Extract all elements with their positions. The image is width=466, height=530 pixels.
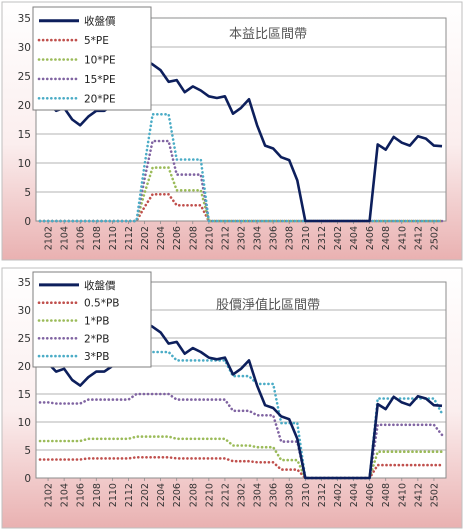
y-tick-label: 0 [24, 216, 31, 228]
legend-label: 3*PB [84, 351, 109, 363]
x-tick-label: 2412 [413, 483, 424, 507]
x-tick-label: 2502 [429, 483, 440, 507]
x-tick-label: 2306 [269, 483, 280, 507]
y-tick-label: 10 [18, 417, 31, 429]
x-tick-label: 2402 [333, 226, 344, 250]
legend-label: 收盤價 [84, 15, 116, 28]
legend-label: 15*PE [84, 74, 116, 86]
x-tick-label: 2312 [317, 226, 328, 250]
x-tick-label: 2410 [397, 226, 408, 250]
x-tick-label: 2208 [188, 226, 199, 250]
chart-panel-1: 0 5 10 15 20 25 30 35 2102 2104 2106 2108 2110 2112 22… [1, 1, 463, 261]
chart-panel-2: 0 5 10 15 20 25 30 35 2102 2104 2106 2108 2110 2112 22… [1, 267, 463, 529]
x-tick-label: 2102 [44, 226, 55, 250]
y-tick-label: 0 [24, 473, 31, 485]
x-tick-label: 2102 [44, 483, 55, 507]
y-tick-label: 30 [18, 305, 31, 317]
x-tick-label: 2404 [349, 226, 360, 250]
series-line-2 [38, 435, 444, 480]
legend-box [32, 271, 152, 368]
x-tick-label: 2212 [220, 226, 231, 250]
series-line-4 [38, 113, 444, 223]
x-tick-label: 2412 [413, 226, 424, 250]
x-tick-label: 2202 [140, 483, 151, 507]
x-tick-label: 2406 [365, 483, 376, 507]
x-tick-label: 2304 [253, 483, 264, 507]
y-tick-label: 15 [18, 129, 31, 141]
x-tick-label: 2402 [333, 483, 344, 507]
x-tick-label: 2112 [124, 483, 135, 507]
x-tick-label: 2108 [92, 483, 103, 507]
legend-label: 2*PB [84, 333, 109, 345]
x-tick-label: 2108 [92, 226, 103, 250]
x-tick-label: 2210 [204, 483, 215, 507]
x-tick-label: 2106 [76, 226, 87, 250]
x-tick-label: 2306 [269, 226, 280, 250]
x-tick-label: 2308 [285, 483, 296, 507]
legend-label: 收盤價 [84, 279, 116, 292]
legend: 收盤價 5*PE 10*PE 15*PE 20*PE [32, 6, 152, 111]
legend-label: 5*PE [84, 35, 109, 47]
legend-label: 0.5*PB [84, 298, 119, 310]
series-line-3 [38, 392, 444, 480]
x-tick-label: 2212 [220, 483, 231, 507]
x-tick-label: 2202 [140, 226, 151, 250]
x-tick-label: 2406 [365, 226, 376, 250]
x-tick-label: 2302 [237, 483, 248, 507]
x-tick-label: 2208 [188, 483, 199, 507]
series-line-1 [38, 455, 444, 480]
series-line-0 [39, 319, 443, 480]
y-tick-label: 20 [18, 100, 31, 112]
legend-box [32, 6, 152, 111]
x-tick-label: 2408 [381, 226, 392, 250]
chart-title: 股價淨值比區間帶 [216, 297, 320, 313]
x-tick-label: 2206 [172, 483, 183, 507]
x-tick-label: 2204 [156, 483, 167, 507]
x-tick-label: 2310 [301, 483, 312, 507]
y-tick-label: 20 [18, 361, 31, 373]
x-tick-label: 2206 [172, 226, 183, 250]
x-tick-label: 2110 [108, 226, 119, 250]
y-tick-label: 10 [18, 158, 31, 170]
x-tick-label: 2210 [204, 226, 215, 250]
x-tick-label: 2410 [397, 483, 408, 507]
x-tick-label: 2204 [156, 226, 167, 250]
x-tick-label: 2106 [76, 483, 87, 507]
x-tick-label: 2312 [317, 483, 328, 507]
chart-title: 本益比區間帶 [229, 27, 307, 42]
x-tick-label: 2302 [237, 226, 248, 250]
x-tick-label: 2404 [349, 483, 360, 507]
y-tick-label: 25 [18, 71, 31, 83]
x-tick-label: 2408 [381, 483, 392, 507]
legend-label: 1*PB [84, 316, 109, 328]
legend: 收盤價 0.5*PB 1*PB 2*PB 3*PB [32, 271, 152, 368]
x-tick-label: 2112 [124, 226, 135, 250]
y-tick-label: 5 [24, 445, 31, 457]
legend-label: 20*PE [84, 93, 116, 105]
y-tick-label: 30 [18, 42, 31, 54]
legend-label: 10*PE [84, 55, 116, 67]
x-tick-label: 2502 [429, 226, 440, 250]
x-tick-label: 2310 [301, 226, 312, 250]
y-tick-label: 15 [18, 389, 31, 401]
y-tick-label: 35 [18, 277, 31, 289]
y-tick-label: 25 [18, 333, 31, 345]
x-tick-label: 2308 [285, 226, 296, 250]
x-tick-label: 2110 [108, 483, 119, 507]
y-tick-label: 35 [18, 13, 31, 25]
x-tick-label: 2304 [253, 226, 264, 250]
y-tick-label: 5 [24, 187, 31, 199]
x-tick-label: 2104 [60, 226, 71, 250]
x-tick-label: 2104 [60, 483, 71, 507]
